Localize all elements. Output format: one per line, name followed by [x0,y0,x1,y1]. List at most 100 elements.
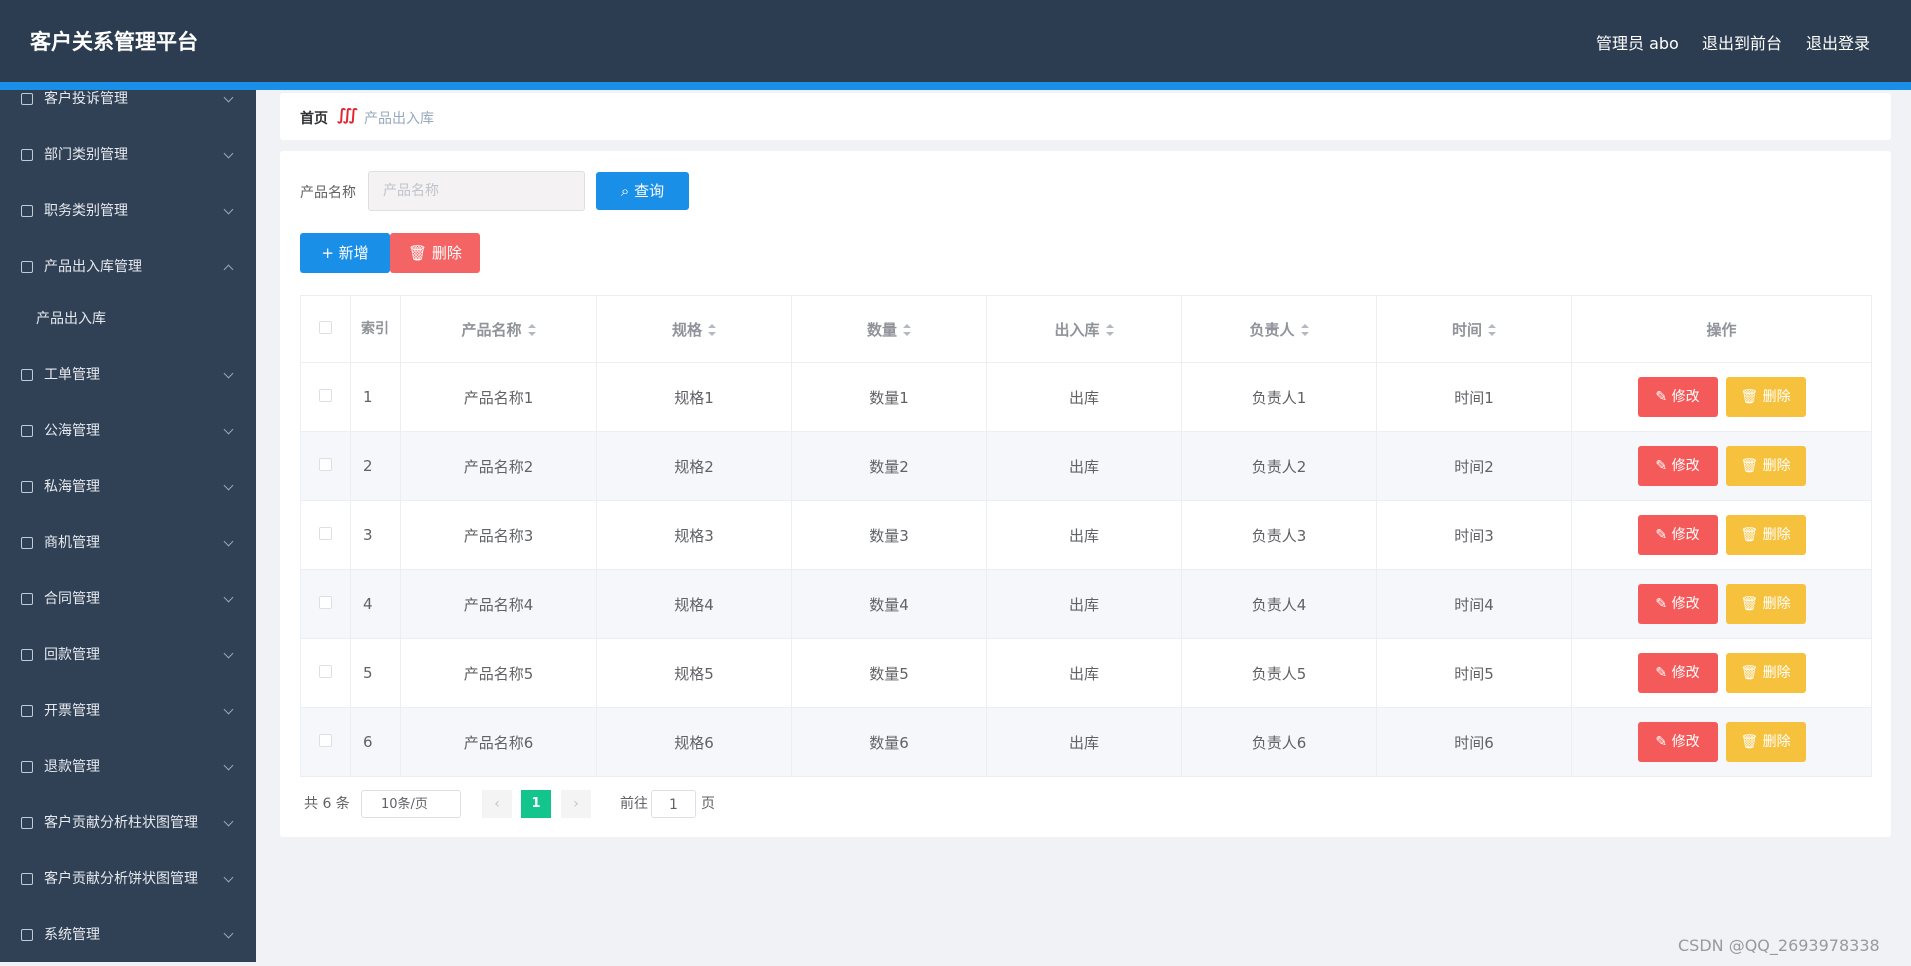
menu-item[interactable]: 客户贡献分析饼状图管理 [0,859,256,899]
table-cell: 负责人4 [1181,569,1377,639]
actions-cell: ✎ 修改 🗑 删除 [1571,500,1872,570]
menu-icon [21,369,33,381]
select-cell [300,707,351,777]
breadcrumb-home[interactable]: 首页 [300,111,328,127]
menu-item[interactable]: 客户贡献分析柱状图管理 [0,803,256,843]
table-cell: 负责人1 [1181,362,1377,432]
table-cell: 数量1 [791,362,987,432]
column-header: 出入库 [986,295,1182,363]
row-delete-button[interactable]: 🗑 删除 [1725,653,1806,693]
menu-icon [21,537,33,549]
menu-item[interactable]: 部门类别管理 [0,135,256,175]
action-text: 删除 [1762,734,1791,750]
row-edit-button[interactable]: ✎ 修改 [1637,584,1718,624]
table-cell: 4 [350,569,401,639]
menu-label: 客户贡献分析柱状图管理 [44,815,198,831]
row-delete-button[interactable]: 🗑 删除 [1725,722,1806,762]
sort-icon[interactable] [708,324,716,336]
select-all-cell [300,295,351,363]
current-page[interactable]: 1 [521,790,551,818]
checkbox[interactable] [319,527,332,540]
table-cell: 数量2 [791,431,987,501]
table-cell: 时间2 [1376,431,1572,501]
table-cell: 规格2 [596,431,792,501]
row-edit-button[interactable]: ✎ 修改 [1637,515,1718,555]
menu-icon [21,425,33,437]
menu-item[interactable]: 商机管理 [0,523,256,563]
menu-item[interactable]: 公海管理 [0,411,256,451]
menu-item[interactable]: 回款管理 [0,635,256,675]
page-size-select[interactable]: 10条/页 [361,790,461,818]
checkbox[interactable] [319,389,332,402]
menu-item[interactable]: 工单管理 [0,355,256,395]
table-cell: 数量4 [791,569,987,639]
menu-item[interactable]: 私海管理 [0,467,256,507]
menu-item[interactable]: 开票管理 [0,691,256,731]
sort-icon[interactable] [527,324,536,336]
column-header-text: 规格 [671,320,702,339]
menu-item[interactable]: 客户投诉管理 [0,90,256,119]
row-edit-button[interactable]: ✎ 修改 [1637,653,1718,693]
select-cell [300,569,351,639]
next-page[interactable]: › [561,790,591,818]
menu-item[interactable]: 退款管理 [0,747,256,787]
front-link[interactable]: 退出到前台 [1702,34,1783,53]
row-delete-button[interactable]: 🗑 删除 [1725,584,1806,624]
column-header: 时间 [1376,295,1572,363]
menu-chevron [223,816,234,827]
row-edit-button[interactable]: ✎ 修改 [1637,377,1718,417]
menu-label: 职务类别管理 [44,203,128,219]
select-cell [300,638,351,708]
table-cell: 出库 [986,362,1182,432]
row-edit-button[interactable]: ✎ 修改 [1637,446,1718,486]
delete-button-text: 删除 [431,244,462,262]
actions-cell: ✎ 修改 🗑 删除 [1571,569,1872,639]
menu-chevron [223,648,234,659]
action-text: 修改 [1671,389,1700,405]
search-button[interactable]: ⌕ 查询 [596,172,689,210]
table-cell: 数量6 [791,707,987,777]
sort-icon[interactable] [903,324,911,336]
menu-label: 私海管理 [44,479,100,495]
checkbox[interactable] [319,734,332,747]
goto-input[interactable]: 1 [651,790,696,818]
delete-button[interactable]: 🗑 删除 [390,233,480,273]
prev-page[interactable]: ‹ [482,790,512,818]
checkbox[interactable] [319,321,332,334]
pagination: 共 6 条 10条/页 ‹ 1 › 前往 1 页 [300,790,1100,820]
menu-item[interactable]: 职务类别管理 [0,191,256,231]
table-cell: 出库 [986,569,1182,639]
sort-icon[interactable] [1105,324,1114,336]
checkbox[interactable] [319,665,332,678]
menu-item[interactable]: 产品出入库管理 [0,247,256,287]
menu-icon [21,261,33,273]
table-cell: 数量3 [791,500,987,570]
submenu-item[interactable]: 产品出入库 [0,299,256,339]
menu-label: 合同管理 [44,591,100,607]
menu-icon [21,149,33,161]
menu-icon [21,649,33,661]
sort-icon[interactable] [1300,324,1309,336]
menu-item[interactable]: 合同管理 [0,579,256,619]
menu-item[interactable]: 系统管理 [0,915,256,955]
search-input[interactable]: 产品名称 [368,171,585,211]
checkbox[interactable] [319,458,332,471]
header: 客户关系管理平台 管理员 abo 退出到前台 退出登录 [0,0,1911,82]
table-row: 5 产品名称5 规格5 数量5 出库 负责人5 时间5 ✎ 修改 🗑 删除 [300,638,1872,708]
breadcrumb: 首页 ∭ 产品出入库 [280,93,1891,140]
add-button[interactable]: + 新增 [300,233,390,273]
checkbox[interactable] [319,596,332,609]
row-delete-button[interactable]: 🗑 删除 [1725,446,1806,486]
total-count: 共 6 条 [304,796,350,812]
logout-link[interactable]: 退出登录 [1806,34,1871,53]
row-delete-button[interactable]: 🗑 删除 [1725,515,1806,555]
row-delete-button[interactable]: 🗑 删除 [1725,377,1806,417]
admin-link[interactable]: 管理员 abo [1596,34,1679,53]
menu-icon [21,929,33,941]
menu-chevron [223,928,234,939]
sort-icon[interactable] [1488,324,1496,336]
table-cell: 时间5 [1376,638,1572,708]
select-cell [300,431,351,501]
row-edit-button[interactable]: ✎ 修改 [1637,722,1718,762]
